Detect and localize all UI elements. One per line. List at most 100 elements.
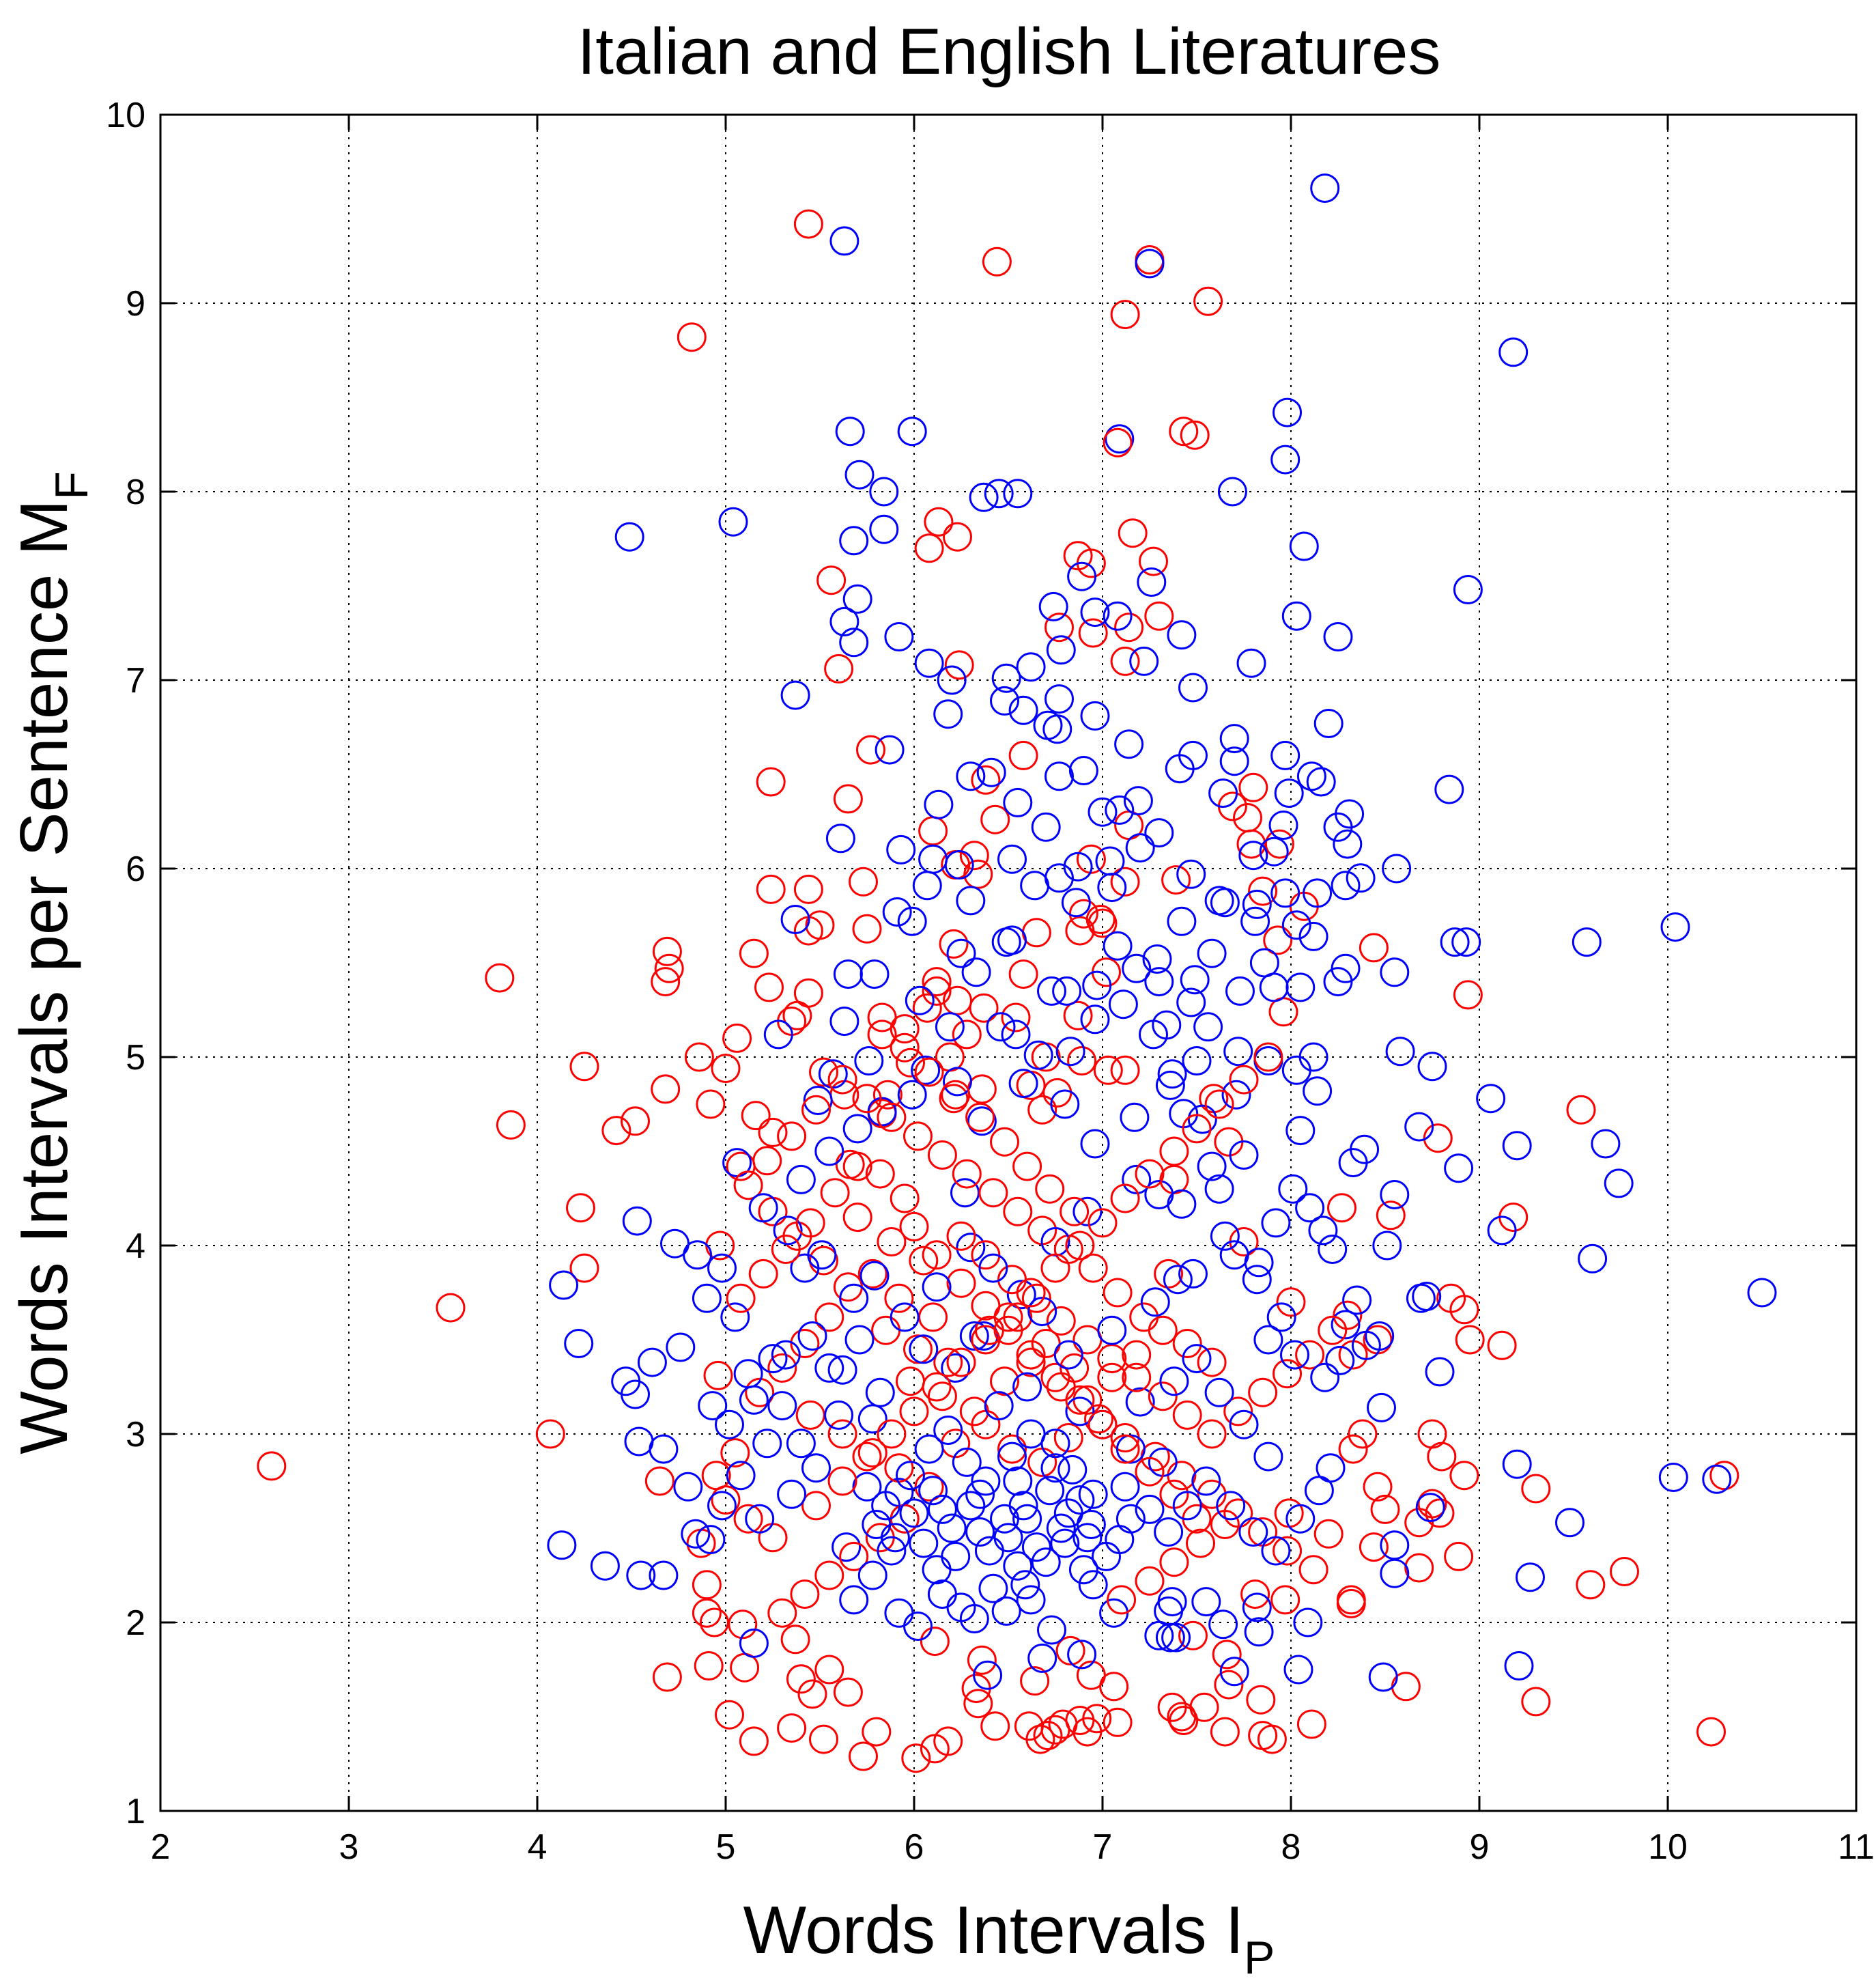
point-italian [1229, 1140, 1259, 1170]
point-italian [1055, 1037, 1085, 1067]
point-italian [1425, 1357, 1455, 1387]
point-english [978, 1178, 1008, 1208]
point-italian [1498, 337, 1529, 367]
point-english [1122, 1340, 1152, 1370]
point-english [652, 936, 682, 966]
point-english [756, 874, 786, 904]
point-italian [1217, 477, 1247, 507]
point-italian [1105, 424, 1135, 454]
point-english [1370, 1494, 1400, 1524]
point-italian [911, 1055, 941, 1085]
point-english [1182, 1114, 1212, 1144]
point-italian [865, 1377, 895, 1407]
point-italian [1280, 1340, 1309, 1370]
point-italian [1163, 1265, 1193, 1295]
point-italian [1219, 724, 1249, 754]
point-english [1404, 1508, 1434, 1538]
point-italian [1072, 1196, 1103, 1226]
point-english [890, 1183, 920, 1213]
point-english [918, 1302, 948, 1332]
point-italian [801, 1453, 831, 1483]
point-italian [1050, 1528, 1080, 1558]
point-italian [997, 844, 1027, 874]
point-english [809, 1724, 838, 1754]
point-english [827, 1065, 857, 1095]
point-english [1318, 1315, 1348, 1345]
point-italian [1298, 921, 1328, 951]
point-italian [1006, 1280, 1036, 1310]
point-english [1212, 1640, 1242, 1670]
point-english [1114, 613, 1144, 643]
point-english [1055, 1635, 1085, 1665]
point-italian [1037, 976, 1066, 1006]
point-italian [1137, 567, 1167, 597]
point-italian [564, 1329, 594, 1358]
point-english [971, 1325, 1001, 1355]
point-english [1449, 1295, 1479, 1325]
point-english [959, 841, 989, 871]
y-tick-label: 3 [126, 1415, 145, 1454]
point-italian [1038, 591, 1068, 621]
point-english [884, 1283, 914, 1313]
point-italian [1068, 756, 1098, 785]
point-english [1072, 1717, 1103, 1747]
point-italian [1382, 854, 1412, 884]
point-italian [877, 1536, 907, 1566]
point-italian [1404, 1112, 1434, 1142]
point-italian [1236, 648, 1266, 678]
point-english [741, 1101, 771, 1131]
point-italian [1023, 1040, 1053, 1070]
point-italian [1242, 889, 1272, 919]
point-english [795, 1208, 825, 1238]
point-english [1180, 420, 1210, 450]
point-english [941, 1080, 971, 1110]
point-english [1135, 1566, 1165, 1596]
point-italian [1338, 1148, 1368, 1178]
point-english [1709, 1461, 1739, 1491]
point-italian [1001, 1019, 1031, 1050]
point-english [1521, 1474, 1551, 1504]
point-italian [1210, 888, 1240, 918]
point-english [1197, 1479, 1227, 1509]
point-english [715, 1700, 744, 1730]
point-italian [1225, 976, 1255, 1006]
point-english [922, 967, 952, 997]
point-english [1103, 1707, 1133, 1737]
point-italian [933, 1416, 963, 1445]
point-italian [803, 1086, 833, 1115]
point-italian [857, 1404, 887, 1434]
point-italian [1444, 1153, 1474, 1183]
point-italian [1259, 836, 1289, 867]
point-english [1093, 1055, 1123, 1085]
point-english [496, 1110, 526, 1140]
point-italian [912, 871, 942, 901]
point-italian [1172, 1491, 1202, 1521]
point-english [1027, 1095, 1057, 1125]
point-italian [1208, 1609, 1238, 1640]
point-italian [1453, 575, 1483, 604]
point-english [1444, 1541, 1474, 1571]
point-italian [890, 1302, 920, 1332]
point-italian [918, 1476, 948, 1506]
point-italian [1193, 1012, 1223, 1042]
point-italian [1259, 972, 1289, 1002]
point-italian [1204, 1377, 1234, 1407]
point-english [1097, 1344, 1127, 1374]
x-axis-label-subscript: P [1244, 1932, 1275, 1983]
point-italian [884, 622, 914, 651]
point-italian [1281, 910, 1311, 940]
point-italian [1283, 1655, 1313, 1685]
point-english [865, 1159, 895, 1189]
point-italian [1103, 931, 1133, 961]
point-italian [959, 1604, 989, 1633]
point-english [1140, 1441, 1170, 1472]
point-english [1129, 1302, 1159, 1332]
point-italian [969, 1321, 999, 1351]
point-english [1088, 1409, 1118, 1439]
point-italian [1067, 561, 1097, 591]
point-english [1001, 1002, 1031, 1032]
point-italian [896, 1461, 925, 1491]
point-italian [935, 1012, 965, 1042]
point-english [833, 1677, 863, 1707]
point-italian [707, 1253, 737, 1283]
